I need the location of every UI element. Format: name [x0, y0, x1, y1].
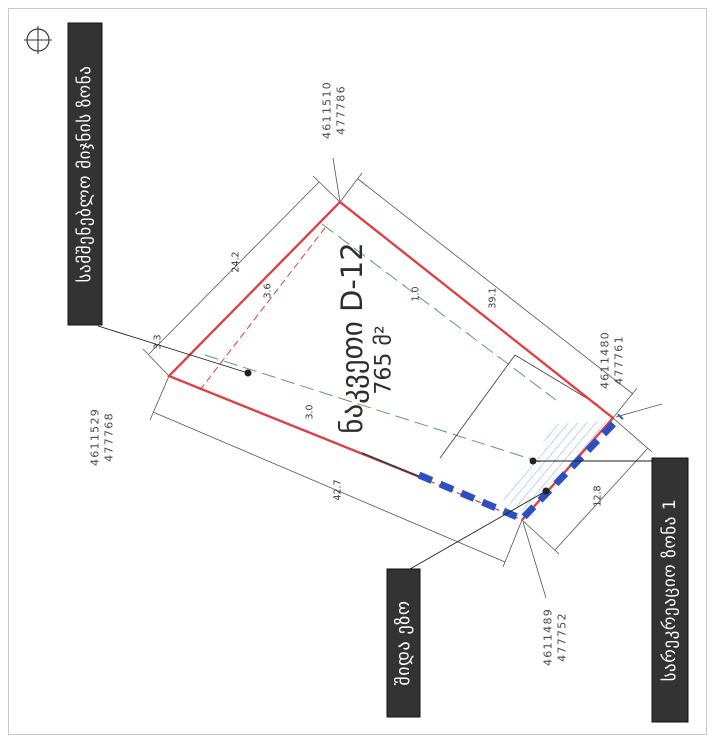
plot-area: 765 მ²: [372, 325, 397, 394]
internal-line: [514, 354, 599, 406]
callout-box: [386, 568, 421, 718]
coordinate-y: 477752: [556, 612, 569, 662]
extension-line: [339, 172, 363, 203]
leader-setback-zone: [97, 325, 249, 374]
edge-length-northeast: 39.1: [488, 287, 499, 308]
dimension-line-northeast: [357, 178, 634, 395]
callout-label: სამშენებლო მიჯნის ზონა: [75, 66, 95, 283]
setback-line-southwest: [204, 354, 541, 463]
plot-boundary-line: [166, 200, 615, 521]
coordinate-y: 477761: [613, 335, 626, 385]
page-frame: [8, 8, 707, 735]
callout-box: [651, 457, 689, 723]
extension-line: [142, 348, 170, 377]
callout-setback-zone: სამშენებლო მიჯნის ზონა: [67, 22, 103, 326]
coordinates-west: 4611529 477768: [89, 408, 116, 466]
extension-line: [521, 519, 560, 555]
setback-distance-label: 3.3: [153, 334, 164, 349]
setback-lines: [199, 223, 599, 463]
setback-line-northwest-red: [199, 223, 329, 391]
dimension-line-southwest: [152, 411, 506, 563]
leader-inner-yard: [409, 490, 547, 570]
extension-line: [149, 375, 170, 421]
setback-line-northeast: [321, 223, 557, 401]
access-frontage-line: [417, 413, 624, 524]
callout-label: შიდა ეზო: [393, 600, 414, 685]
callout-point: [529, 457, 537, 465]
north-marker-icon: [24, 26, 52, 54]
callout-box: [67, 22, 103, 326]
extension-line: [612, 387, 638, 419]
plot-title: ნაკვეთი D-12: [335, 242, 369, 433]
dimension-lines: [142, 172, 653, 568]
edge-length-northwest: 24.2: [231, 251, 242, 272]
extension-line: [612, 417, 653, 453]
plot-boundary-dark-segment: [361, 452, 421, 478]
setback-distance-label: 1.0: [411, 286, 422, 301]
callout-label: სარეკრეაციო ზონა 1: [660, 499, 680, 682]
hatched-zone: [503, 420, 616, 514]
coordinate-y: 477786: [335, 85, 348, 135]
coordinate-x: 4611529: [89, 408, 102, 466]
internal-line: [439, 354, 516, 459]
coordinate-leader-east: [615, 403, 663, 418]
coordinate-x: 4611480: [599, 331, 612, 389]
dimension-line-southeast: [554, 447, 649, 551]
coordinates-north: 4611510 477786: [321, 81, 348, 139]
callout-leaders: [97, 325, 652, 570]
edge-length-southeast: 12.8: [593, 485, 604, 506]
callout-inner-yard: შიდა ეზო: [386, 568, 421, 718]
coordinate-x: 4611489: [542, 608, 555, 666]
coordinate-leaders: [332, 157, 663, 599]
coordinates-east: 4611480 477761: [599, 331, 626, 389]
callout-point: [542, 487, 550, 495]
callout-point: [244, 369, 252, 377]
coordinate-leader-north: [332, 157, 341, 203]
extension-line: [312, 175, 341, 203]
coordinate-y: 477768: [103, 412, 116, 462]
coordinates-south: 4611489 477752: [542, 608, 569, 666]
setback-distance-label: 3.0: [305, 404, 316, 419]
extension-line: [502, 519, 523, 568]
dimension-line-northwest: [148, 181, 320, 355]
setback-distance-label: 3.6: [263, 283, 274, 298]
coordinate-x: 4611510: [321, 81, 334, 139]
coordinate-leader-south: [522, 521, 547, 599]
edge-length-southwest: 42.7: [333, 479, 344, 500]
callout-recreation-zone: სარეკრეაციო ზონა 1: [651, 457, 689, 723]
